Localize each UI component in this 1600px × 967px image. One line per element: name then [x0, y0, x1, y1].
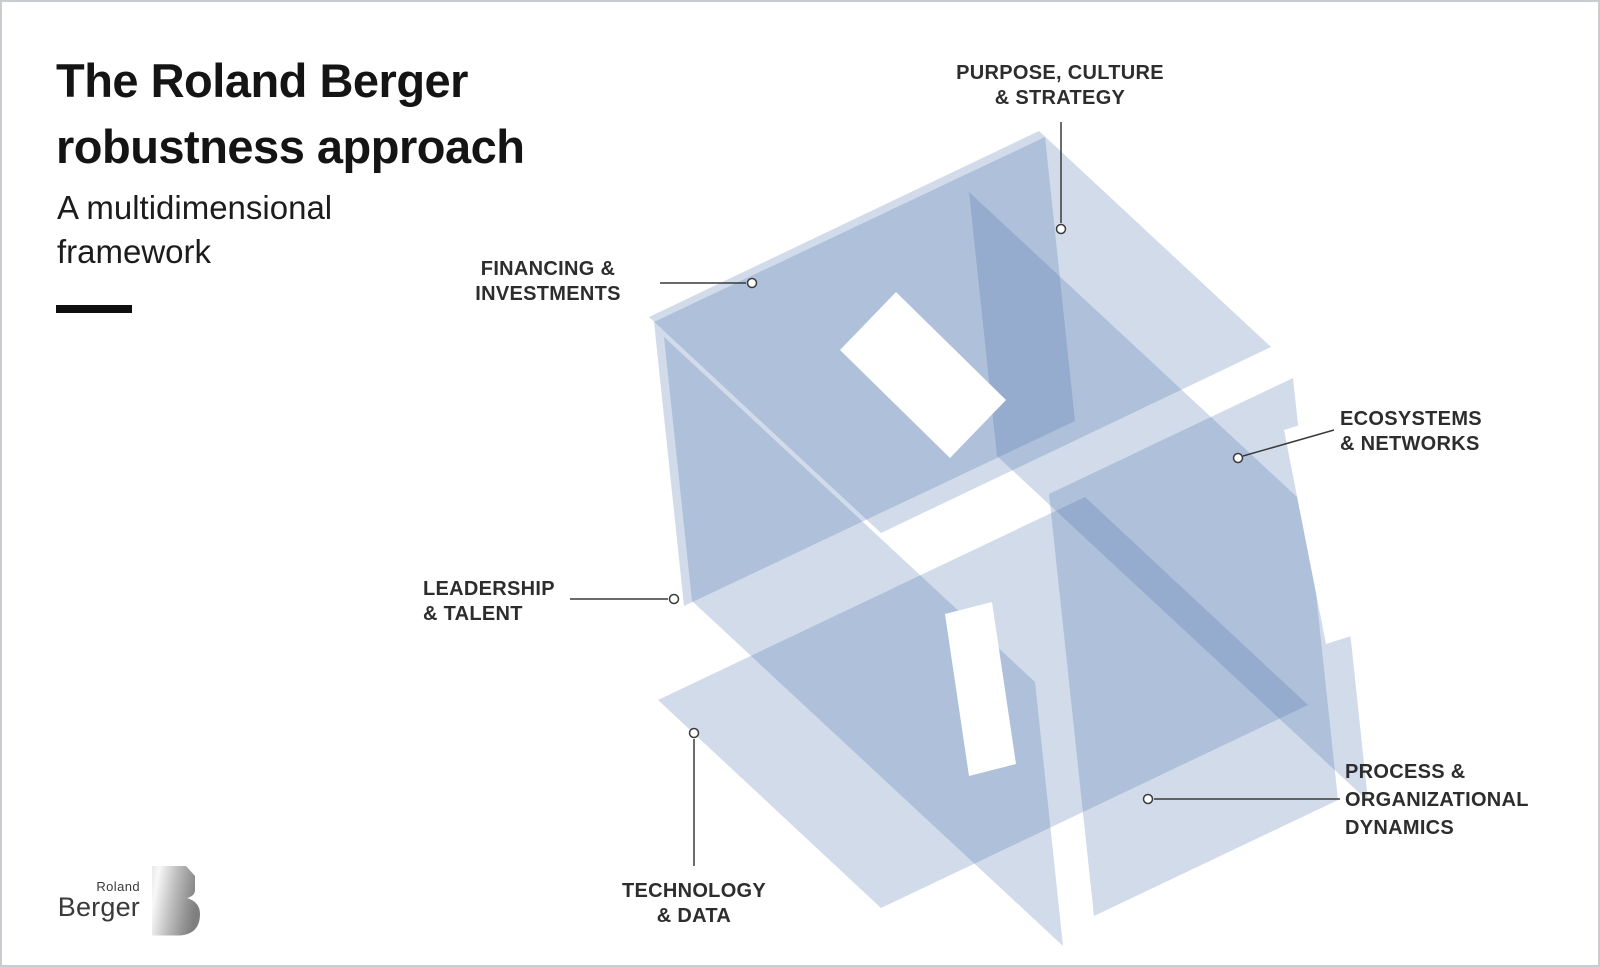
logo-wordmark: Roland Berger — [54, 879, 140, 922]
title-underline-rule — [56, 305, 132, 313]
label-purpose-culture-strategy: PURPOSE, CULTURE & STRATEGY — [930, 61, 1190, 111]
callout-leadership-talent — [570, 593, 680, 605]
process-label-line-1: PROCESS & — [1345, 761, 1466, 783]
callout-purpose-culture-strategy — [1055, 122, 1067, 235]
label-leadership-talent: LEADERSHIP & TALENT — [423, 577, 555, 627]
weave-gap-right — [1284, 418, 1364, 644]
label-process-organizational-dynamics: PROCESS & ORGANIZATIONAL DYNAMICS — [1345, 758, 1529, 842]
weave-gap-upper-left — [840, 292, 1006, 458]
leadership-label-line-2: & TALENT — [423, 603, 523, 625]
leadership-anchor-dot — [668, 593, 680, 605]
leadership-label-line-1: LEADERSHIP — [423, 578, 555, 600]
process-label-line-3: DYNAMICS — [1345, 817, 1455, 839]
callout-technology-data — [688, 727, 700, 866]
logo-b-shape — [152, 866, 200, 936]
logo-roland-text: Roland — [96, 879, 140, 894]
ecosystems-label-line-2: & NETWORKS — [1340, 433, 1480, 455]
financing-label-line-1: FINANCING & — [480, 258, 616, 280]
label-financing-investments: FINANCING & INVESTMENTS — [442, 257, 654, 307]
plank-left-face — [664, 337, 1063, 946]
financing-label-line-2: INVESTMENTS — [475, 283, 621, 305]
process-label-line-2: ORGANIZATIONAL — [1345, 789, 1529, 811]
title-block: The Roland Berger robustness approach — [56, 48, 525, 180]
subtitle-block: A multidimensional framework — [57, 186, 332, 274]
roland-berger-logo: Roland Berger — [54, 862, 200, 936]
purpose-anchor-dot — [1055, 223, 1067, 235]
technology-label-line-1: TECHNOLOGY — [621, 880, 767, 902]
technology-anchor-dot — [688, 727, 700, 739]
technology-label-line-2: & DATA — [656, 905, 732, 927]
label-ecosystems-networks: ECOSYSTEMS & NETWORKS — [1340, 407, 1482, 457]
purpose-label-line-2: & STRATEGY — [994, 87, 1126, 109]
label-technology-data: TECHNOLOGY & DATA — [594, 879, 794, 929]
logo-berger-text: Berger — [57, 892, 140, 922]
plank-top-face — [649, 131, 1271, 533]
process-anchor-dot — [1142, 793, 1154, 805]
page-subtitle-line-2: framework — [57, 233, 212, 270]
financing-anchor-dot — [746, 277, 758, 289]
purpose-label-line-1: PURPOSE, CULTURE — [956, 62, 1164, 84]
page-title-line-1: The Roland Berger — [56, 54, 468, 107]
logo-b-monogram-icon — [152, 866, 200, 936]
page-title-line-2: robustness approach — [56, 120, 525, 173]
callout-financing-investments — [660, 277, 758, 289]
callout-process-organizational-dynamics — [1142, 793, 1340, 805]
page-subtitle-line-1: A multidimensional — [57, 189, 333, 226]
ecosystems-label-line-1: ECOSYSTEMS — [1340, 408, 1482, 430]
callout-ecosystems-networks — [1232, 429, 1335, 464]
plank-right-face — [1049, 378, 1338, 916]
ecosystems-leader-line — [1242, 429, 1335, 457]
ecosystems-anchor-dot — [1232, 452, 1244, 464]
weave-gap-lower-middle — [945, 602, 1016, 776]
plank-back-right-face — [969, 192, 1368, 801]
